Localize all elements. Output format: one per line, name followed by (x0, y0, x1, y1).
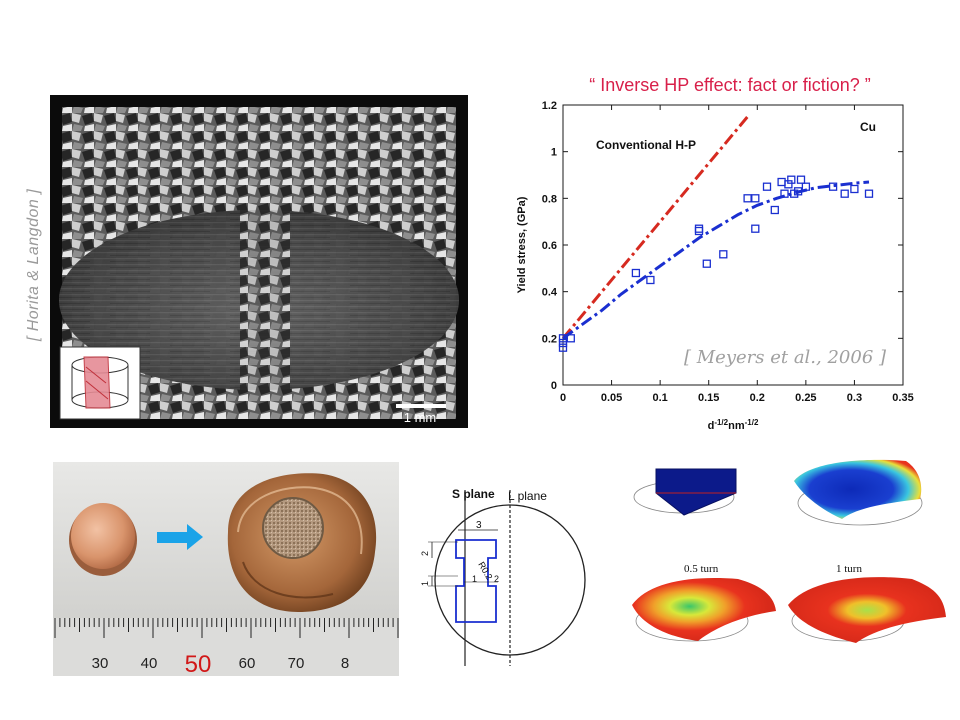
yield-stress-chart: 0 0.2 0.4 0.6 0.8 1 1.2 0 0.05 0.1 0.15 0.2 0.25 0.3… (500, 95, 930, 445)
data-point (558, 343, 568, 352)
x-tick-label: 0.3 (847, 392, 862, 404)
ruler-label: 50 (185, 651, 212, 676)
ruler-label: 8 (341, 655, 349, 672)
material-label: Cu (860, 120, 876, 134)
x-axis-label: d-1/2nm-1/2 (708, 418, 759, 433)
data-point (793, 187, 803, 196)
x-tick-label: 0.25 (795, 392, 816, 404)
inset-sketch (59, 346, 141, 420)
data-point (770, 205, 779, 215)
ruler-label: 70 (288, 655, 305, 672)
dim-3: 3 (476, 520, 482, 531)
y-tick-label: 0 (551, 380, 557, 392)
x-tick-label: 0.1 (652, 392, 667, 404)
y-tick-label: 0.6 (542, 240, 557, 252)
data-point (631, 268, 641, 278)
y-tick-label: 1.2 (542, 100, 557, 112)
one-turn-label: 1 turn (836, 563, 862, 575)
half-turn-label: 0.5 turn (684, 563, 719, 575)
data-point (796, 175, 806, 184)
sample-photo: 30 40 50 60 70 8 (53, 462, 399, 676)
data-point (566, 334, 575, 343)
ruler-label: 60 (239, 655, 256, 672)
data-point (558, 334, 568, 343)
fit-curve (562, 180, 870, 340)
conventional-hp-label: Conventional H-P (596, 138, 696, 152)
x-tick-label: 0.05 (601, 392, 622, 404)
specimen-diagram: S plane L plane 3 2 1 1 2 R0.2 (418, 482, 608, 670)
data-point (751, 224, 760, 233)
dim-1-right: 1 (472, 574, 477, 584)
micrograph-image: 1 mm (50, 95, 468, 428)
l-plane-label: L plane (508, 489, 547, 503)
x-tick-label: 0.15 (698, 392, 719, 404)
dim-2-right: 2 (494, 574, 499, 584)
dim-radius: R0.2 (476, 560, 494, 581)
fem-simulations: 0.5 turn 1 turn (628, 455, 948, 680)
data-point (828, 182, 838, 191)
plot-frame (562, 104, 904, 386)
data-point (702, 259, 711, 268)
x-tick-label: 0.2 (750, 392, 765, 404)
data-point (850, 184, 859, 194)
data-point (751, 194, 760, 203)
data-point (743, 194, 752, 203)
x-tick-label: 0 (560, 392, 566, 404)
chart-title: “ Inverse HP effect: fact or fiction? ” (589, 75, 871, 95)
s-plane-label: S plane (452, 487, 495, 501)
y-tick-label: 0.2 (542, 333, 557, 345)
y-tick-label: 1 (551, 147, 557, 159)
data-point (780, 189, 789, 198)
chart-credit: [ Meyers et al., 2006 ] (684, 347, 887, 368)
y-axis-label: Yield stress, (GPa) (516, 196, 528, 293)
micrograph-credit-text: [ Horita & Langdon ] (25, 188, 42, 342)
data-point (719, 250, 728, 259)
conventional-hp-line (561, 115, 749, 340)
data-point (694, 226, 704, 236)
dim-1-left: 1 (420, 581, 430, 586)
data-point (558, 338, 568, 348)
scale-bar-label: 1 mm (404, 410, 437, 425)
micrograph-credit: [ Horita & Langdon ] (4, 150, 64, 380)
data-point (840, 189, 849, 198)
data-point (787, 175, 796, 184)
ruler-label: 40 (141, 655, 158, 672)
x-tick-label: 0.35 (892, 392, 913, 404)
dim-2-left: 2 (420, 551, 430, 556)
data-point (762, 182, 772, 191)
data-point (864, 189, 874, 198)
ruler-label: 30 (92, 655, 109, 672)
y-tick-label: 0.4 (542, 287, 558, 299)
data-point (801, 182, 811, 191)
y-tick-label: 0.8 (542, 193, 557, 205)
data-point (646, 275, 655, 285)
